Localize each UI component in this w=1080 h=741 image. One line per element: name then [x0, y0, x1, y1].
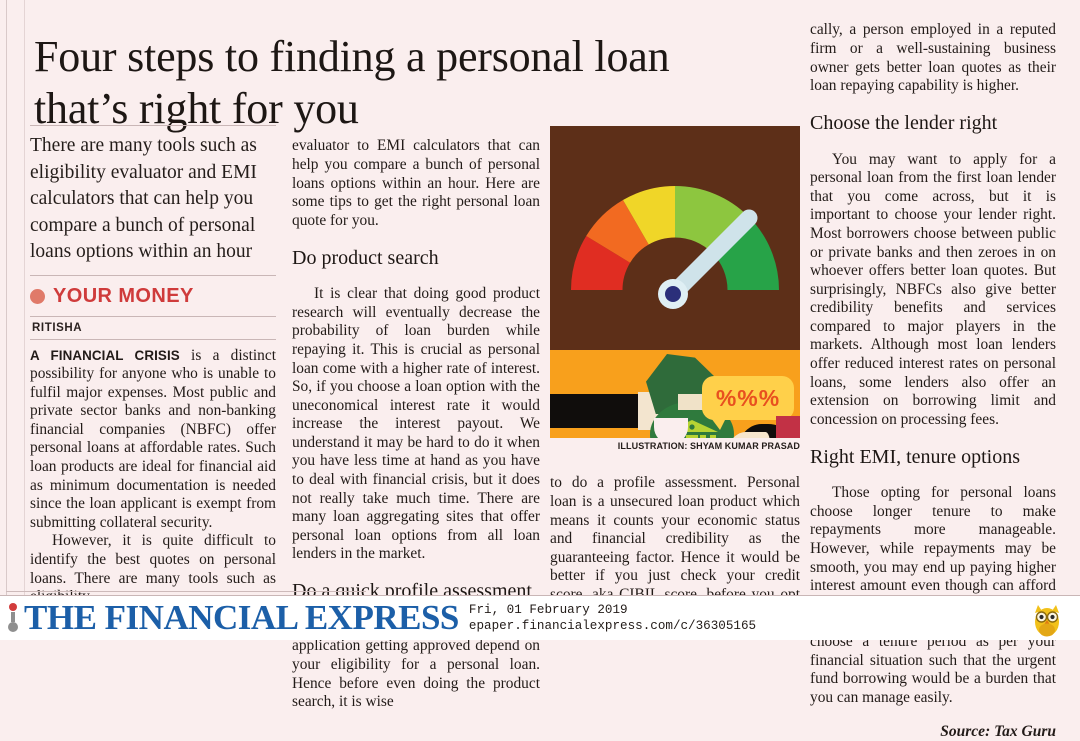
- section-kicker: YOUR MONEY: [30, 276, 276, 316]
- speech-bubble: %%%: [702, 376, 794, 420]
- source-credit: Source: Tax Guru: [940, 722, 1056, 740]
- column4-paragraph-2: You may want to apply for a personal loa…: [810, 150, 1056, 428]
- footer-meta: Fri, 01 February 2019 epaper.financialex…: [469, 602, 756, 634]
- footer-url[interactable]: epaper.financialexpress.com/c/36305165: [468, 619, 757, 633]
- column1-paragraph-1-rest: is a distinct possibility for anyone who…: [30, 346, 276, 531]
- sleeve-shape: [550, 394, 646, 428]
- percent-text: %%%: [715, 384, 781, 411]
- white-notch-shape: [654, 418, 688, 438]
- illustration-credit: ILLUSTRATION: SHYAM KUMAR PRASAD: [617, 441, 800, 451]
- rule-below-byline: [30, 338, 276, 340]
- logo-stem: [11, 612, 15, 622]
- page-headline: Four steps to finding a personal loan th…: [34, 32, 670, 134]
- column4-subhead-2: Right EMI, tenure options: [810, 445, 1020, 468]
- masthead-title: THE FINANCIAL EXPRESS: [24, 598, 459, 637]
- rule-above-byline: [30, 315, 276, 317]
- red-notch-shape: [776, 416, 800, 438]
- column1-paragraph-2: However, it is quite difficult to identi…: [30, 532, 276, 605]
- column4-subhead-1: Choose the lender right: [810, 112, 998, 135]
- footer-date: Fri, 01 February 2019: [468, 603, 628, 617]
- column2-subhead-1: Do product search: [292, 246, 439, 269]
- person-face: [726, 432, 770, 438]
- newspaper-page: Four steps to finding a personal loan th…: [6, 0, 1056, 740]
- epaper-footer: THE FINANCIAL EXPRESS Fri, 01 February 2…: [0, 591, 1080, 640]
- illustration-block: ₹ %%% ILLUSTRATION: SHYAM KUMAR PRASAD: [550, 126, 800, 451]
- byline: RITISHA: [32, 321, 83, 334]
- bullet-dot-icon: [30, 288, 45, 304]
- masthead-logo-icon: [4, 601, 22, 635]
- left-margin-rule-outer: [6, 0, 7, 595]
- section-kicker-label: YOUR MONEY: [53, 284, 194, 307]
- column2-paragraph-2: It is clear that doing good product rese…: [292, 285, 540, 563]
- column1-paragraph-1: A FINANCIAL CRISIS is a distinct possibi…: [30, 347, 276, 533]
- left-margin-rule-inner: [24, 0, 25, 595]
- rule-below-standfirst: [30, 274, 276, 276]
- lead-in-text: A FINANCIAL CRISIS: [30, 347, 180, 363]
- logo-dot-red: [9, 603, 17, 611]
- illustration-image: ₹ %%%: [550, 126, 800, 438]
- standfirst: There are many tools such as eligibility…: [30, 135, 257, 262]
- owl-icon[interactable]: [1028, 600, 1066, 638]
- column4-paragraph-1: cally, a person employed in a reputed fi…: [810, 21, 1056, 95]
- column-1: There are many tools such as eligibility…: [30, 125, 276, 607]
- speedometer-gauge-icon: [571, 186, 779, 309]
- logo-dot-grey: [8, 622, 18, 632]
- footer-top-rule: [6, 591, 366, 592]
- column2-paragraph-1: evaluator to EMI calculators that can he…: [292, 137, 540, 229]
- money-bag-neck: [678, 394, 704, 410]
- rule-above-standfirst: [30, 125, 276, 126]
